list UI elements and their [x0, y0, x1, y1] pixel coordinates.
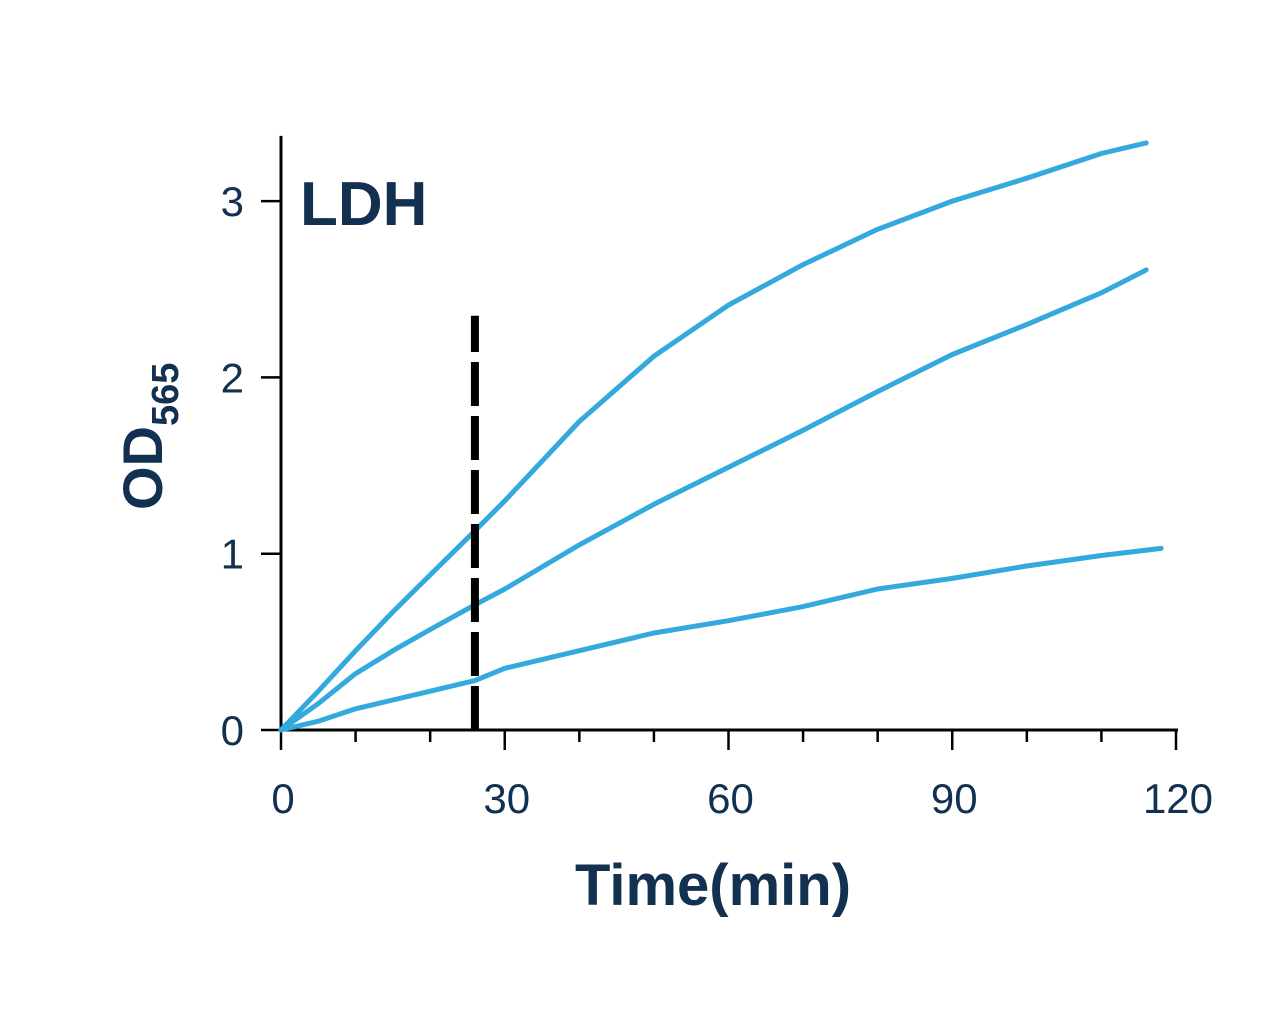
chart-title: LDH [300, 170, 427, 239]
x-tick-label: 60 [707, 775, 754, 822]
y-tick-label: 3 [221, 178, 244, 225]
series-line-2 [278, 267, 1149, 733]
x-tick-label: 30 [483, 775, 530, 822]
y-axis-label-subscript: 565 [145, 363, 187, 426]
x-tick-label: 90 [931, 775, 978, 822]
y-tick-label: 1 [221, 531, 244, 578]
series-line-3 [278, 545, 1164, 733]
y-axis-label-group: OD565 [111, 363, 187, 510]
x-tick-label: 0 [271, 775, 294, 822]
y-axis-label: OD565 [111, 363, 187, 510]
series-line-1 [278, 140, 1149, 733]
y-tick-label: 2 [221, 354, 244, 401]
y-tick-label: 0 [221, 707, 244, 754]
x-tick-label: 120 [1143, 775, 1213, 822]
x-axis-label: Time(min) [575, 853, 851, 918]
y-axis-label-main: OD [111, 426, 174, 510]
